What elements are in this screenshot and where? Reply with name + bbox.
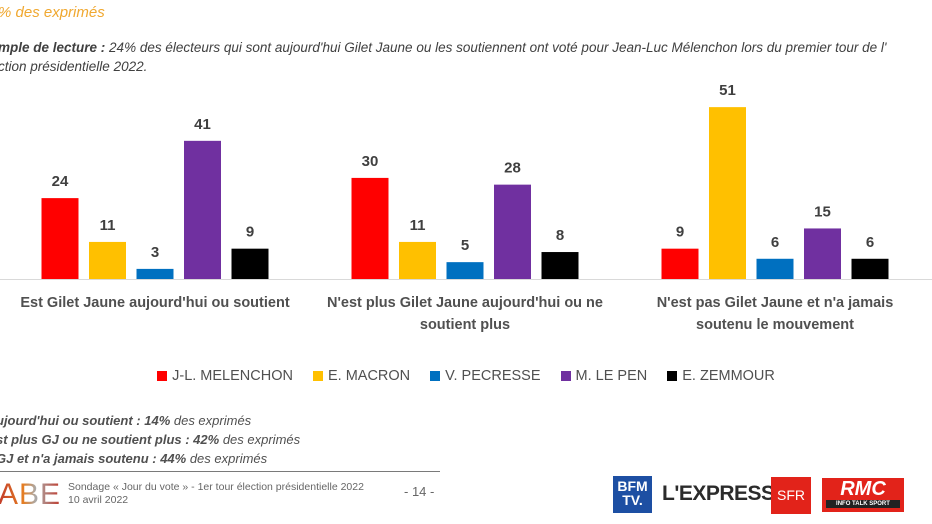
bar-chart: 24 11 3 41 9 Est Gilet Jaune aujourd'hui ou s… bbox=[0, 82, 932, 333]
bar bbox=[184, 140, 221, 279]
bfmtv-logo-line2: TV. bbox=[622, 492, 643, 508]
legend-item: E. MACRON bbox=[312, 368, 411, 384]
note-row: ujourd'hui ou soutient : 14% des exprimé… bbox=[0, 411, 300, 430]
chart-legend: J-L. MELENCHON E. MACRON V. PECRESSE M. LE … bbox=[0, 368, 932, 384]
data-label: 51 bbox=[719, 82, 736, 99]
data-label: 15 bbox=[814, 203, 831, 220]
survey-title: Sondage « Jour du vote » - 1er tour élec… bbox=[68, 481, 364, 493]
subtitle: % des exprimés bbox=[0, 4, 105, 21]
data-label: 11 bbox=[410, 217, 426, 234]
bar bbox=[351, 177, 389, 279]
data-label: 24 bbox=[52, 173, 69, 190]
lexpress-logo: L'EXPRESS bbox=[662, 482, 775, 505]
legend-item: M. LE PEN bbox=[560, 368, 648, 384]
data-label: 9 bbox=[676, 224, 684, 241]
rmc-logo-text: RMC bbox=[840, 478, 886, 500]
legend-item: E. ZEMMOUR bbox=[667, 368, 775, 384]
footer-divider bbox=[0, 471, 440, 472]
data-label: 28 bbox=[504, 160, 521, 177]
category-label: N'est pas Gilet Jaune et n'a jamais bbox=[657, 295, 894, 311]
survey-date: 10 avril 2022 bbox=[68, 494, 129, 506]
reading-example: mple de lecture : 24% des électeurs qui … bbox=[0, 38, 932, 76]
note-text: des exprimés bbox=[219, 432, 301, 447]
note-text: des exprimés bbox=[170, 413, 252, 428]
bar bbox=[709, 107, 746, 279]
data-label: 30 bbox=[362, 153, 379, 170]
legend-label: J-L. MELENCHON bbox=[172, 368, 293, 384]
reading-text: 24% des électeurs qui sont aujourd'hui G… bbox=[105, 40, 887, 55]
rmc-logo: RMC INFO TALK SPORT bbox=[822, 478, 904, 512]
bar bbox=[446, 262, 484, 279]
bar bbox=[851, 258, 889, 279]
note-label: st plus GJ ou ne soutient plus : 42% bbox=[0, 432, 220, 447]
abe-logo: ABE bbox=[0, 478, 62, 511]
data-label: 41 bbox=[194, 116, 211, 133]
data-label: 5 bbox=[461, 237, 469, 254]
reading-text-line2: ction présidentielle 2022. bbox=[0, 59, 148, 74]
note-label: GJ et n'a jamais soutenu : 44% bbox=[0, 451, 187, 466]
legend-swatch bbox=[312, 371, 323, 381]
bar bbox=[231, 248, 269, 279]
legend-label: E. MACRON bbox=[327, 368, 411, 384]
bar bbox=[756, 258, 794, 279]
data-label: 11 bbox=[100, 217, 116, 234]
page-number: - 14 - bbox=[404, 484, 435, 499]
bfmtv-logo-line1: BFM bbox=[617, 478, 648, 494]
legend-swatch bbox=[667, 371, 678, 381]
reading-label: mple de lecture : bbox=[0, 40, 106, 55]
category-label: soutient plus bbox=[420, 317, 510, 333]
note-label: ujourd'hui ou soutient : 14% bbox=[0, 413, 171, 428]
rmc-logo-tagline: INFO TALK SPORT bbox=[826, 500, 900, 508]
data-label: 3 bbox=[151, 244, 159, 261]
bar bbox=[661, 248, 699, 279]
bar bbox=[541, 252, 579, 279]
sfr-logo: SFR bbox=[771, 477, 811, 514]
legend-label: V. PECRESSE bbox=[445, 368, 541, 384]
data-label: 6 bbox=[866, 234, 874, 251]
bar bbox=[136, 268, 174, 279]
survey-info: Sondage « Jour du vote » - 1er tour élec… bbox=[68, 481, 364, 507]
legend-label: M. LE PEN bbox=[575, 368, 648, 384]
legend-item: V. PECRESSE bbox=[430, 368, 541, 384]
bar bbox=[89, 241, 126, 279]
legend-swatch bbox=[157, 371, 168, 381]
base-notes: ujourd'hui ou soutient : 14% des exprimé… bbox=[0, 411, 300, 468]
legend-swatch bbox=[560, 371, 571, 381]
legend-label: E. ZEMMOUR bbox=[682, 368, 775, 384]
note-row: st plus GJ ou ne soutient plus : 42% des… bbox=[0, 430, 300, 449]
bar bbox=[494, 184, 531, 279]
bfmtv-logo: BFM TV. bbox=[613, 476, 652, 513]
bar bbox=[41, 198, 79, 279]
note-row: GJ et n'a jamais soutenu : 44% des expri… bbox=[0, 449, 300, 468]
data-label: 9 bbox=[246, 224, 254, 241]
legend-item: J-L. MELENCHON bbox=[157, 368, 293, 384]
note-text: des exprimés bbox=[186, 451, 268, 466]
category-label: Est Gilet Jaune aujourd'hui ou soutient bbox=[20, 295, 289, 311]
data-label: 8 bbox=[556, 227, 564, 244]
category-label: soutenu le mouvement bbox=[696, 317, 854, 333]
data-label: 6 bbox=[771, 234, 779, 251]
bar bbox=[804, 228, 841, 279]
legend-swatch bbox=[430, 371, 441, 381]
bar bbox=[399, 241, 436, 279]
category-label: N'est plus Gilet Jaune aujourd'hui ou ne bbox=[327, 295, 603, 311]
